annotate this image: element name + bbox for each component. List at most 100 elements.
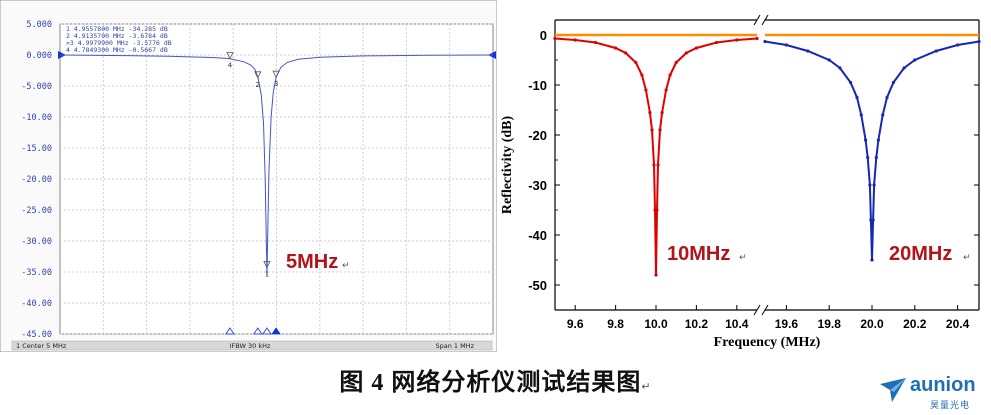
data-point-left — [650, 128, 654, 132]
data-point-left — [614, 46, 618, 50]
data-point-left — [593, 40, 597, 45]
data-point-left — [652, 163, 656, 167]
data-point-left — [668, 73, 672, 77]
x-tick-label: 10.4 — [725, 317, 749, 331]
marker-table-row: 2 4.9135700 MHz -3.6784 dB — [66, 32, 168, 40]
trace-marker-label: 2 — [256, 81, 260, 89]
y-tick-label: -40.00 — [21, 299, 52, 309]
annotation-return-mark: ↵ — [963, 253, 971, 263]
y-tick-label: -10 — [528, 78, 547, 93]
series-line-left — [554, 37, 758, 276]
analyzer-trace — [59, 54, 494, 276]
data-point-left — [735, 38, 739, 42]
data-point-right — [869, 218, 873, 222]
data-point-right — [784, 43, 788, 47]
data-point-right — [806, 49, 810, 53]
annotation-10mhz: 10MHz — [667, 243, 730, 265]
data-point-left — [664, 88, 668, 92]
figure-caption: 图 4 网络分析仪测试结果图↵ — [0, 362, 991, 397]
data-point-right — [902, 66, 906, 70]
axis-break-slash — [761, 14, 769, 26]
data-point-right — [934, 49, 938, 53]
data-point-right — [977, 39, 981, 44]
annotation-20mhz: 20MHz — [889, 243, 952, 265]
data-point-right — [849, 80, 853, 85]
y-tick-label: -25.00 — [21, 206, 52, 216]
data-point-right — [871, 218, 875, 222]
status-bar — [11, 340, 493, 351]
y-axis-label: Reflectivity (dB) — [500, 115, 515, 214]
data-point-left — [755, 36, 759, 41]
data-point-left — [715, 40, 719, 45]
trace-marker — [254, 71, 262, 79]
y-tick-label: 0.000 — [26, 51, 52, 61]
x-tick-label: 20.0 — [860, 317, 884, 331]
axis-break-slash — [761, 304, 769, 316]
x-tick-label: 9.6 — [567, 317, 584, 331]
data-point-left — [553, 36, 557, 41]
data-point-left — [654, 273, 658, 277]
data-point-left — [684, 51, 688, 55]
data-point-left — [573, 38, 577, 42]
data-point-left — [658, 128, 662, 132]
status-center: IFBW 30 kHz — [230, 342, 271, 350]
y-tick-label: -10.00 — [21, 113, 52, 123]
data-point-left — [640, 73, 644, 77]
data-point-left — [674, 60, 678, 65]
reflectivity-chart: 0 -10 -20 -30 -40 -50 9.6 9.8 10.0 10.2 10.4 19.6 19… — [500, 14, 981, 350]
annotation-5mhz: 5MHz — [286, 251, 338, 273]
data-point-right — [874, 155, 878, 160]
data-point-right — [913, 58, 917, 62]
x-axis-label: Frequency (MHz) — [714, 335, 821, 350]
trace-marker-label: 4 — [228, 62, 233, 70]
data-point-right — [870, 258, 874, 262]
data-point-right — [859, 113, 863, 117]
data-point-right — [763, 39, 767, 44]
y-tick-label: -45.00 — [21, 330, 52, 340]
y-tick-label: 0 — [540, 28, 547, 43]
data-point-right — [891, 80, 895, 85]
data-point-left — [660, 110, 664, 115]
status-right: Span 1 MHz — [435, 342, 474, 350]
annotation-return-mark: ↵ — [739, 253, 747, 263]
y-tick-label: -40 — [528, 228, 547, 243]
data-point-left — [648, 110, 652, 115]
data-point-right — [956, 43, 960, 47]
x-tick-label: 10.0 — [644, 317, 668, 331]
annotation-return-mark: ↵ — [342, 261, 350, 271]
network-analyzer-screen: 5.000 0.000 -5.000 -10.00 -15.00 -20.00 -25.00… — [0, 0, 497, 352]
y-tick-label: -5.000 — [21, 82, 52, 92]
aunion-logo: aunion 昊量光电 — [876, 372, 986, 412]
status-left: 1 Center 5 MHz — [16, 342, 67, 350]
axis-marker — [253, 327, 263, 335]
y-tick-label: -20.00 — [21, 175, 52, 185]
trace-marker-label: 3 — [274, 80, 278, 88]
reflectivity-chart-panel: 0 -10 -20 -30 -40 -50 9.6 9.8 10.0 10.2 10.4 19.6 19… — [497, 0, 991, 352]
data-point-right — [866, 155, 870, 160]
y-tick-label: -35.00 — [21, 268, 52, 278]
marker-table-row: 1 4.9557800 MHz -34.285 dB — [66, 25, 168, 33]
trace-marker — [263, 261, 271, 269]
axis-marker — [225, 327, 235, 335]
y-tick-label: -20 — [528, 128, 547, 143]
trace-marker-label: 1 — [265, 271, 269, 279]
axis-marker — [271, 327, 281, 335]
data-point-right — [872, 183, 876, 187]
data-point-left — [694, 46, 698, 50]
arrow-logo-icon — [880, 378, 906, 402]
data-point-left — [655, 208, 659, 212]
data-point-left — [656, 163, 660, 167]
data-point-right — [864, 138, 868, 142]
data-point-left — [644, 88, 648, 92]
data-point-right — [827, 58, 831, 62]
caption-text: 图 4 网络分析仪测试结果图 — [339, 370, 642, 396]
marker-table-row: >3 4.9979900 MHz -3.5776 dB — [66, 39, 172, 47]
data-point-left — [634, 60, 638, 65]
axis-marker — [262, 327, 272, 335]
data-point-right — [868, 183, 872, 187]
axis-break-slash — [753, 304, 761, 316]
caption-return-mark: ↵ — [641, 381, 652, 393]
x-tick-label: 9.8 — [607, 317, 624, 331]
data-point-left — [624, 51, 628, 55]
x-tick-label: 20.4 — [946, 317, 970, 331]
